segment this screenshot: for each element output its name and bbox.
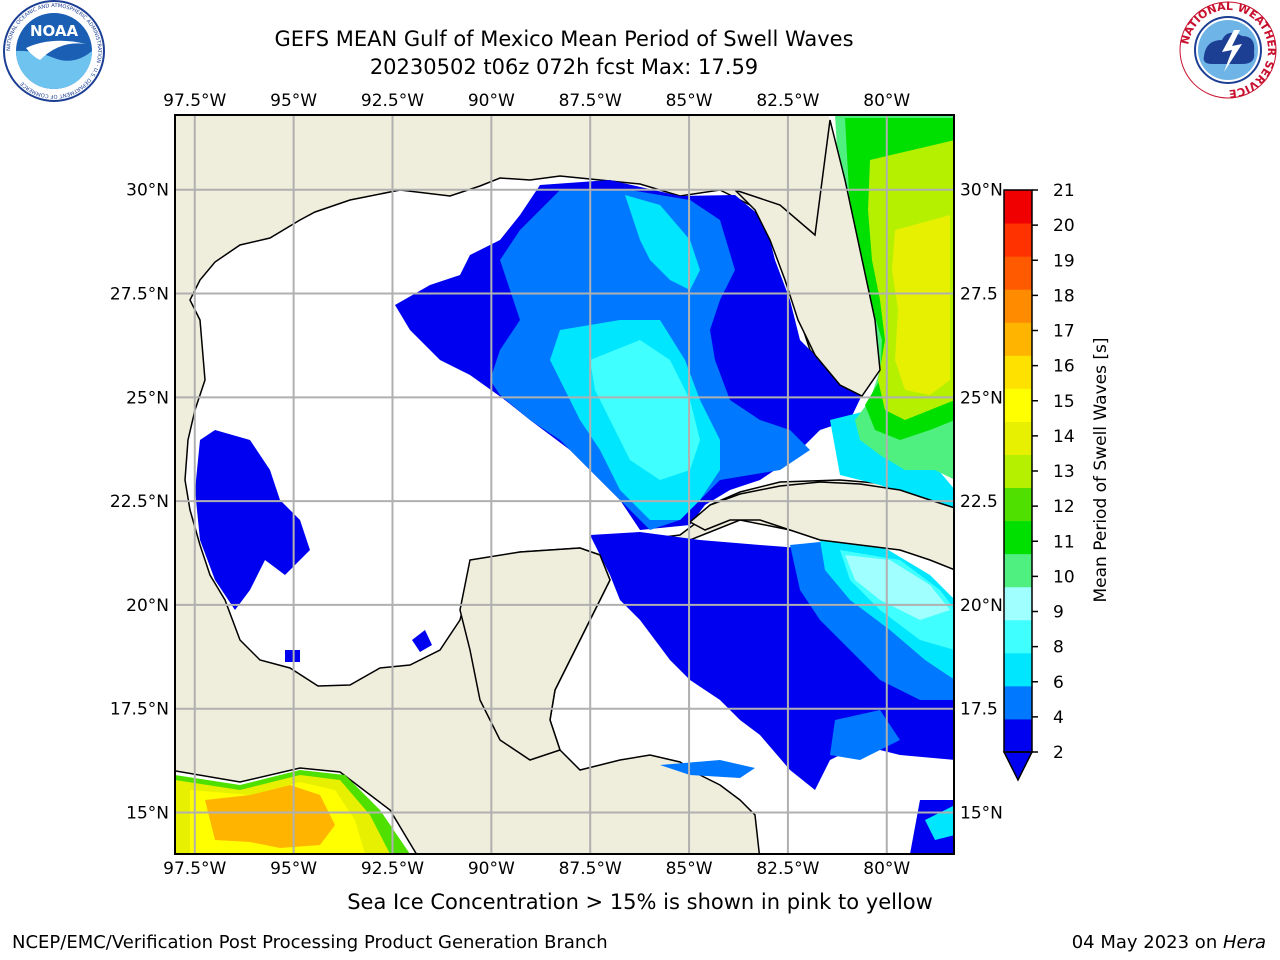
lon-label: 82.5°W bbox=[756, 91, 819, 111]
colorbar-tick-label: 19 bbox=[1053, 251, 1075, 271]
yucatan-land bbox=[459, 547, 611, 761]
lat-label: 15°N bbox=[960, 803, 1003, 823]
colorbar-swatch bbox=[1004, 355, 1032, 389]
swell-atlantic-field bbox=[835, 115, 954, 480]
colorbar: 2 4 6 8 9 10 11 12 13 14 15 16 17 18 19 20 21 bbox=[1002, 181, 1075, 782]
colorbar-tick-label: 4 bbox=[1053, 708, 1064, 728]
colorbar-swatch bbox=[1004, 718, 1032, 753]
colorbar-tick-label: 11 bbox=[1053, 532, 1075, 552]
lat-label: 30°N bbox=[960, 181, 1003, 201]
colorbar-swatch bbox=[1004, 388, 1032, 422]
colorbar-tick-label: 14 bbox=[1053, 427, 1075, 447]
lon-label: 92.5°W bbox=[361, 91, 424, 111]
colorbar-tick-label: 6 bbox=[1053, 673, 1064, 693]
map-plot-area bbox=[175, 115, 954, 854]
footer-credit: NCEP/EMC/Verification Post Processing Pr… bbox=[12, 932, 608, 953]
lon-label: 87.5°W bbox=[559, 91, 622, 111]
colorbar-tick-label: 15 bbox=[1053, 392, 1075, 412]
colorbar-extend-arrow bbox=[1002, 751, 1034, 782]
map-frame bbox=[174, 114, 955, 855]
footer-date: 04 May 2023 on Hera bbox=[1072, 932, 1266, 953]
colorbar-swatch bbox=[1004, 520, 1032, 555]
colorbar-swatch bbox=[1004, 256, 1032, 290]
colorbar-tick-label: 20 bbox=[1053, 216, 1075, 236]
lon-label: 97.5°W bbox=[163, 859, 226, 879]
colorbar-tick-label: 21 bbox=[1053, 181, 1075, 201]
lat-label: 22.5°N bbox=[110, 492, 169, 512]
lat-label: 22.5 bbox=[960, 492, 998, 512]
nws-logo: NATIONAL WEATHER SERVICE bbox=[1178, 0, 1278, 100]
colorbar-tick-label: 17 bbox=[1053, 322, 1075, 342]
lon-label: 90°W bbox=[468, 91, 515, 111]
colorbar-swatch bbox=[1004, 190, 1032, 224]
lon-label: 95°W bbox=[270, 91, 317, 111]
lat-label: 20°N bbox=[126, 596, 169, 616]
graticule bbox=[175, 115, 954, 854]
colorbar-swatch bbox=[1004, 487, 1032, 522]
chart-subtitle: 20230502 t06z 072h fcst Max: 17.59 bbox=[369, 55, 759, 79]
footer-date-text: 04 May 2023 on bbox=[1071, 932, 1223, 953]
colorbar-swatch bbox=[1004, 586, 1032, 621]
lat-labels-left: 30°N 27.5°N 25°N 22.5°N 20°N 17.5°N 15°N bbox=[110, 181, 169, 824]
colorbar-swatch bbox=[1004, 652, 1032, 687]
lat-label: 30°N bbox=[126, 181, 169, 201]
lat-label: 17.5 bbox=[960, 700, 998, 720]
chart-title: GEFS MEAN Gulf of Mexico Mean Period of … bbox=[274, 27, 854, 51]
lat-label: 27.5 bbox=[960, 285, 998, 305]
colorbar-swatch bbox=[1004, 454, 1032, 489]
sea-ice-note: Sea Ice Concentration > 15% is shown in … bbox=[347, 890, 933, 914]
colorbar-tick-label: 12 bbox=[1053, 497, 1075, 517]
colorbar-tick-label: 10 bbox=[1053, 567, 1075, 587]
colorbar-swatch bbox=[1004, 289, 1032, 323]
lon-label: 80°W bbox=[863, 91, 910, 111]
lat-labels-right: 30°N 27.5 25°N 22.5 20°N 17.5 15°N bbox=[960, 181, 1003, 824]
lon-label: 85°W bbox=[666, 859, 713, 879]
lon-label: 92.5°W bbox=[361, 859, 424, 879]
colorbar-swatch bbox=[1004, 322, 1032, 356]
lon-labels-top: 97.5°W 95°W 92.5°W 90°W 87.5°W 85°W 82.5°W 80°W bbox=[163, 91, 910, 111]
colorbar-label: Mean Period of Swell Waves [s] bbox=[1091, 338, 1111, 603]
colorbar-swatch bbox=[1004, 685, 1032, 720]
lat-label: 27.5°N bbox=[110, 285, 169, 305]
swell-band-9-10 bbox=[845, 555, 950, 620]
colorbar-tick-label: 2 bbox=[1053, 743, 1064, 763]
noaa-wordmark: NOAA bbox=[30, 22, 79, 40]
lon-label: 85°W bbox=[666, 91, 713, 111]
lon-label: 82.5°W bbox=[756, 859, 819, 879]
colorbar-tick-label: 13 bbox=[1053, 462, 1075, 482]
colorbar-swatch bbox=[1004, 553, 1032, 588]
colorbar-swatch bbox=[1004, 223, 1032, 257]
lon-labels-bottom: 97.5°W 95°W 92.5°W 90°W 87.5°W 85°W 82.5°W 80°W bbox=[163, 859, 910, 879]
lon-label: 90°W bbox=[468, 859, 515, 879]
noaa-logo: NOAA NATIONAL OCEANIC AND ATMOSPHERIC AD… bbox=[3, 0, 105, 102]
lat-label: 25°N bbox=[960, 388, 1003, 408]
colorbar-swatch bbox=[1004, 421, 1032, 455]
colorbar-tick-label: 9 bbox=[1053, 603, 1064, 623]
footer-host: Hera bbox=[1222, 932, 1266, 953]
lat-label: 20°N bbox=[960, 596, 1003, 616]
colorbar-tick-label: 16 bbox=[1053, 357, 1075, 377]
lat-label: 17.5°N bbox=[110, 700, 169, 720]
lon-label: 87.5°W bbox=[559, 859, 622, 879]
colorbar-tick-label: 18 bbox=[1053, 286, 1075, 306]
colorbar-tick-label: 8 bbox=[1053, 638, 1064, 658]
lat-label: 15°N bbox=[126, 803, 169, 823]
lon-label: 97.5°W bbox=[163, 91, 226, 111]
cuba-land bbox=[688, 481, 954, 571]
lon-label: 95°W bbox=[270, 859, 317, 879]
lon-label: 80°W bbox=[863, 859, 910, 879]
lat-label: 25°N bbox=[126, 388, 169, 408]
colorbar-swatch bbox=[1004, 619, 1032, 654]
